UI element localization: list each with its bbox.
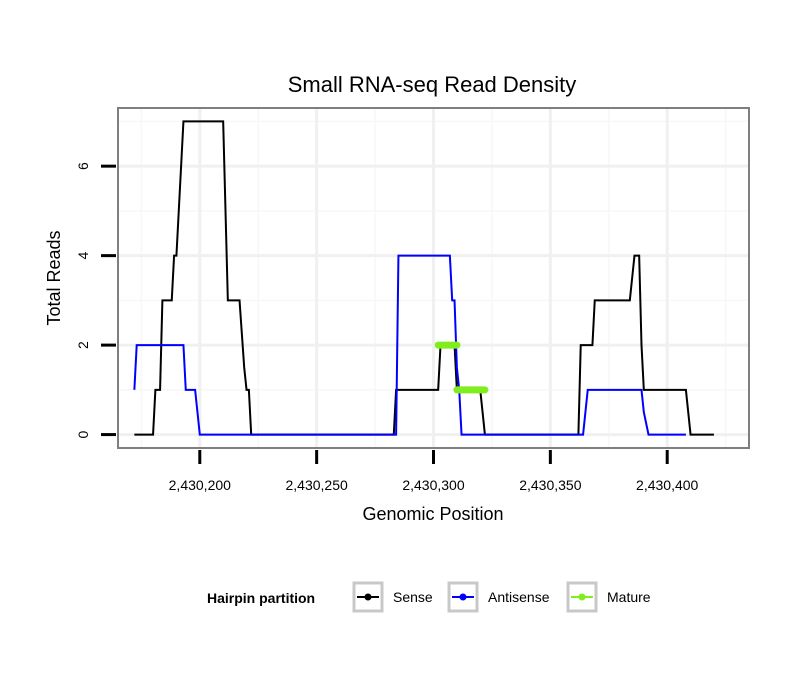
y-tick-label: 6 — [75, 162, 91, 170]
legend-label-antisense: Antisense — [488, 589, 550, 605]
legend-label-mature: Mature — [607, 589, 651, 605]
legend-title: Hairpin partition — [207, 590, 315, 606]
y-tick-label: 0 — [75, 430, 91, 438]
legend-item-sense: Sense — [352, 581, 433, 613]
legend-key-point — [364, 593, 372, 601]
x-tick-label: 2,430,350 — [519, 477, 581, 493]
legend-key-point — [578, 593, 586, 601]
series-line-mature — [434, 341, 489, 394]
x-tick-label: 2,430,400 — [636, 477, 698, 493]
x-tick-label: 2,430,200 — [169, 477, 231, 493]
axes: 2,430,200 2,430,250 2,430,300 2,430,350 2,43… — [75, 162, 699, 493]
legend-item-antisense: Antisense — [447, 581, 550, 613]
legend-label-sense: Sense — [393, 589, 433, 605]
y-axis-title: Total Reads — [44, 230, 64, 325]
y-tick-label: 2 — [75, 341, 91, 349]
chart-title: Small RNA-seq Read Density — [288, 72, 577, 97]
series-layer — [133, 120, 714, 436]
x-tick-label: 2,430,250 — [285, 477, 347, 493]
legend: Hairpin partition Sense Antisense Mature — [207, 581, 651, 613]
y-tick-label: 4 — [75, 252, 91, 260]
series-line-antisense — [133, 254, 686, 436]
legend-item-mature: Mature — [566, 581, 651, 613]
x-axis-title: Genomic Position — [362, 504, 503, 524]
x-tick-label: 2,430,300 — [402, 477, 464, 493]
legend-key-point — [459, 593, 467, 601]
